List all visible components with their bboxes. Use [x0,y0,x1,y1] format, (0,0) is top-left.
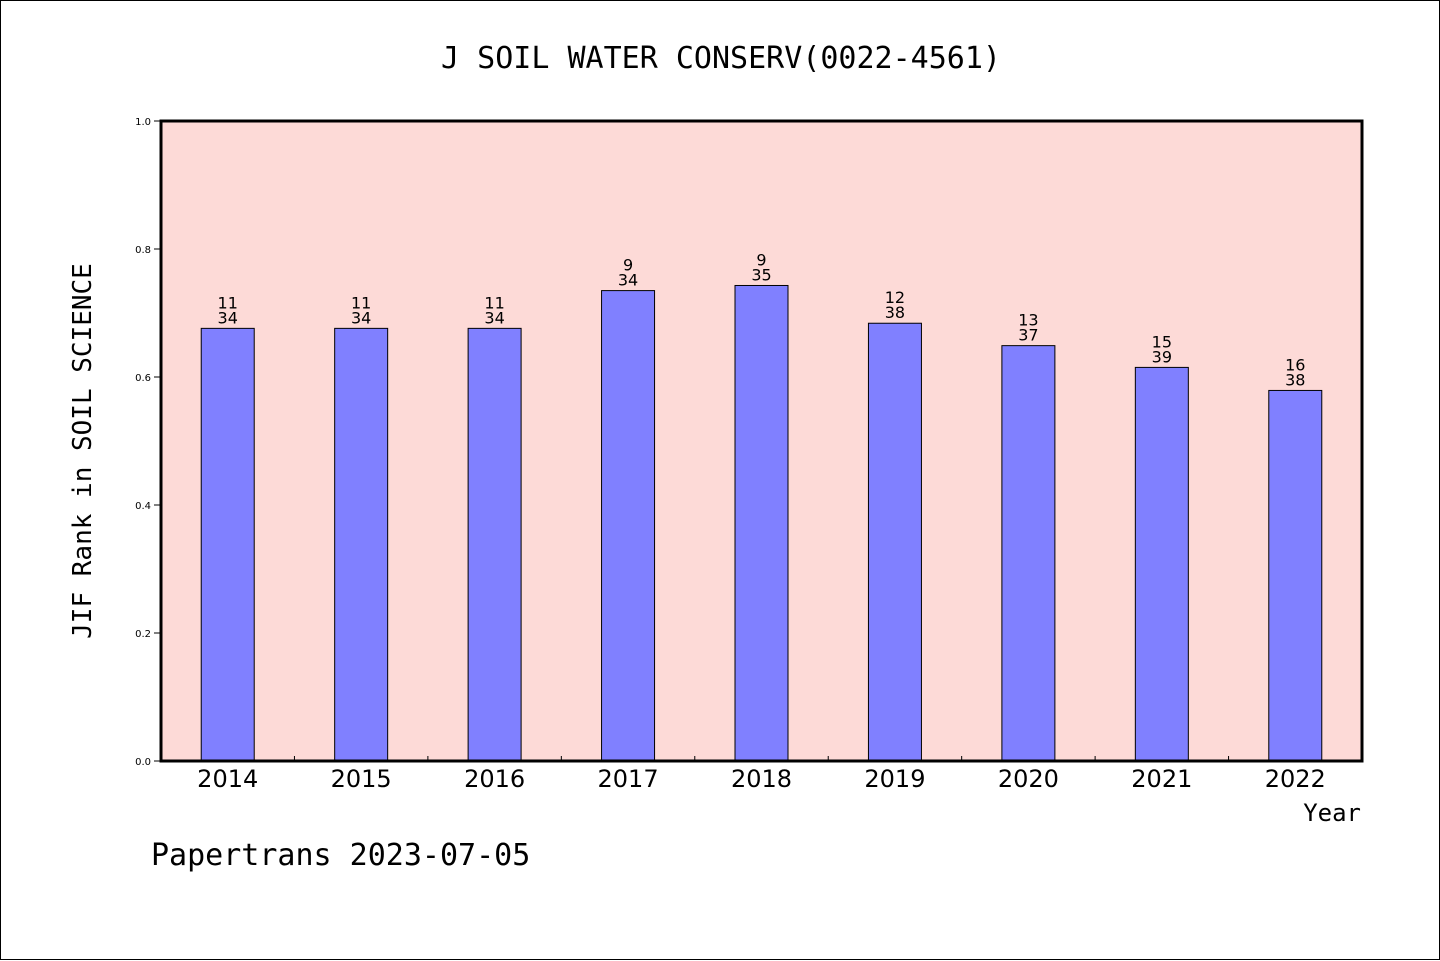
bar-total-label-2020: 37 [1018,326,1038,345]
x-tick-label-2021: 2021 [1131,765,1192,793]
x-tick-label-2017: 2017 [598,765,659,793]
bar-rank-label-2016: 11 [484,293,504,312]
bars-group [200,284,1323,762]
footer-text: Papertrans 2023-07-05 [151,838,530,873]
bar-total-label-2019: 38 [885,303,905,322]
bar-2014 [200,327,255,762]
bar-2017 [601,290,656,762]
bar-rank-label-2021: 15 [1152,332,1172,351]
bar-2021 [1134,366,1189,762]
bar-total-label-2015: 34 [351,308,371,327]
x-axis: 2014 2015 2016 2017 2018 2019 2020 2021 2022 [197,756,1326,793]
bar-rank-label-2019: 12 [885,288,905,307]
y-axis: 0.0 0.2 0.4 0.6 0.8 1.0 [135,117,161,768]
bar-total-label-2016: 34 [484,308,504,327]
y-tick-label-1.0: 1.0 [135,117,151,128]
y-axis-label: JIF Rank in SOIL SCIENCE [68,263,98,639]
x-tick-label-2022: 2022 [1265,765,1326,793]
bar-rank-label-2020: 13 [1018,311,1038,330]
y-tick-label-0.0: 0.0 [135,757,151,768]
bar-2020 [1001,345,1056,762]
x-tick-label-2015: 2015 [331,765,392,793]
bar-2015 [334,327,389,762]
x-tick-label-2020: 2020 [998,765,1059,793]
y-tick-label-0.4: 0.4 [135,501,151,512]
bar-rank-label-2014: 11 [218,293,238,312]
bar-total-label-2018: 35 [751,265,771,284]
bar-rank-label-2017: 9 [623,256,633,275]
bar-2019 [867,322,922,762]
y-tick-label-0.6: 0.6 [135,373,151,384]
bar-rank-label-2015: 11 [351,293,371,312]
x-tick-label-2018: 2018 [731,765,792,793]
bar-rank-label-2022: 16 [1285,355,1305,374]
x-tick-label-2019: 2019 [864,765,925,793]
bar-2016 [467,327,522,762]
bar-total-label-2022: 38 [1285,370,1305,389]
x-tick-label-2014: 2014 [197,765,258,793]
bar-rank-label-2018: 9 [756,250,766,269]
y-tick-label-0.8: 0.8 [135,245,151,256]
bar-total-label-2014: 34 [218,308,238,327]
bar-total-label-2021: 39 [1152,347,1172,366]
chart-title: J SOIL WATER CONSERV(0022-4561) [441,41,1001,76]
bar-2018 [734,284,789,762]
plot-border [159,119,1364,763]
x-tick-label-2016: 2016 [464,765,525,793]
bar-total-label-2017: 34 [618,271,638,290]
x-axis-label: Year [1303,799,1361,827]
y-tick-label-0.2: 0.2 [135,629,151,640]
bar-2022 [1268,389,1323,762]
